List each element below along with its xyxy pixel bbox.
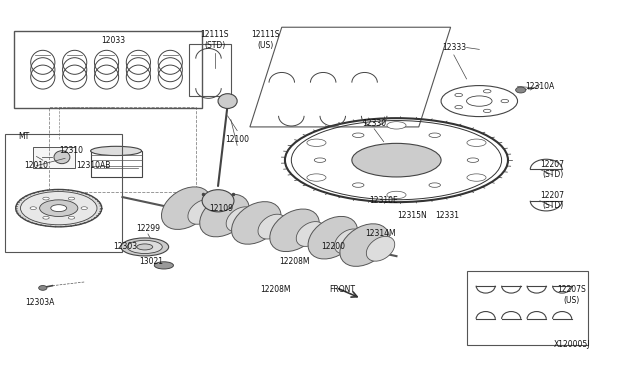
Ellipse shape — [429, 183, 440, 187]
Ellipse shape — [387, 191, 406, 199]
Text: 12330: 12330 — [362, 119, 386, 128]
Text: 12299: 12299 — [136, 224, 160, 233]
Ellipse shape — [20, 192, 97, 225]
Ellipse shape — [232, 202, 281, 244]
Ellipse shape — [38, 285, 47, 290]
Text: 12310: 12310 — [60, 147, 83, 155]
Ellipse shape — [54, 151, 70, 164]
Text: 12208M: 12208M — [260, 285, 291, 294]
Text: FRONT: FRONT — [330, 285, 355, 294]
Text: 13021: 13021 — [139, 257, 163, 266]
Ellipse shape — [68, 197, 75, 200]
Ellipse shape — [467, 158, 479, 162]
Ellipse shape — [455, 106, 463, 109]
Text: 12310AB: 12310AB — [77, 161, 111, 170]
Ellipse shape — [467, 139, 486, 147]
Ellipse shape — [307, 174, 326, 181]
Text: 12207S
(US): 12207S (US) — [557, 285, 586, 305]
Ellipse shape — [161, 187, 211, 230]
Ellipse shape — [387, 122, 406, 129]
Ellipse shape — [501, 99, 509, 103]
Text: 12033: 12033 — [101, 36, 125, 45]
Ellipse shape — [352, 143, 441, 177]
Ellipse shape — [16, 189, 102, 227]
Ellipse shape — [51, 205, 67, 212]
Ellipse shape — [68, 217, 75, 219]
Ellipse shape — [43, 217, 49, 219]
Text: 12303A: 12303A — [25, 298, 54, 307]
Ellipse shape — [40, 200, 78, 217]
Bar — [467, 271, 588, 345]
Ellipse shape — [91, 146, 141, 155]
Ellipse shape — [270, 209, 319, 251]
Text: 12331: 12331 — [435, 211, 460, 220]
Ellipse shape — [455, 93, 463, 97]
Ellipse shape — [154, 262, 173, 269]
Text: 12207
(STD): 12207 (STD) — [541, 160, 564, 179]
Text: MT: MT — [18, 132, 29, 141]
Ellipse shape — [81, 207, 88, 209]
Text: 12310A: 12310A — [525, 82, 554, 91]
Text: 12200: 12200 — [321, 243, 345, 251]
Bar — [49, 107, 196, 192]
Text: 12010: 12010 — [24, 161, 49, 170]
Bar — [4, 134, 122, 253]
Text: 12111S
(STD): 12111S (STD) — [200, 31, 229, 50]
Text: 12109: 12109 — [209, 203, 233, 213]
Ellipse shape — [353, 183, 364, 187]
Text: 12314M: 12314M — [365, 230, 396, 238]
Ellipse shape — [483, 90, 491, 93]
Text: 12303: 12303 — [113, 243, 138, 251]
Ellipse shape — [258, 214, 287, 239]
Ellipse shape — [30, 207, 36, 209]
Ellipse shape — [314, 158, 326, 162]
Text: 12208M: 12208M — [279, 257, 310, 266]
Bar — [14, 31, 202, 109]
Ellipse shape — [353, 133, 364, 137]
Text: 12100: 12100 — [225, 135, 249, 144]
Ellipse shape — [483, 109, 491, 113]
Ellipse shape — [121, 238, 169, 256]
Bar — [189, 44, 231, 96]
Text: 12315N: 12315N — [397, 211, 428, 220]
Ellipse shape — [296, 222, 324, 246]
Text: 12207
(STD): 12207 (STD) — [541, 191, 564, 211]
Ellipse shape — [467, 174, 486, 181]
Ellipse shape — [340, 224, 389, 266]
Ellipse shape — [218, 94, 237, 109]
Ellipse shape — [307, 139, 326, 147]
Bar — [91, 151, 141, 177]
Ellipse shape — [366, 236, 395, 261]
Text: X120005J: X120005J — [554, 340, 590, 349]
Bar — [33, 147, 75, 167]
Text: 12111S
(US): 12111S (US) — [252, 31, 280, 50]
Ellipse shape — [202, 190, 234, 212]
Ellipse shape — [226, 207, 255, 232]
Ellipse shape — [43, 197, 49, 200]
Ellipse shape — [335, 229, 363, 254]
Text: 12333: 12333 — [442, 43, 466, 52]
Ellipse shape — [200, 194, 249, 237]
Ellipse shape — [308, 217, 358, 259]
Ellipse shape — [137, 244, 153, 250]
Ellipse shape — [429, 133, 440, 137]
Ellipse shape — [188, 199, 216, 224]
Ellipse shape — [516, 87, 526, 93]
Text: 12310E: 12310E — [369, 196, 398, 205]
Ellipse shape — [127, 240, 163, 254]
